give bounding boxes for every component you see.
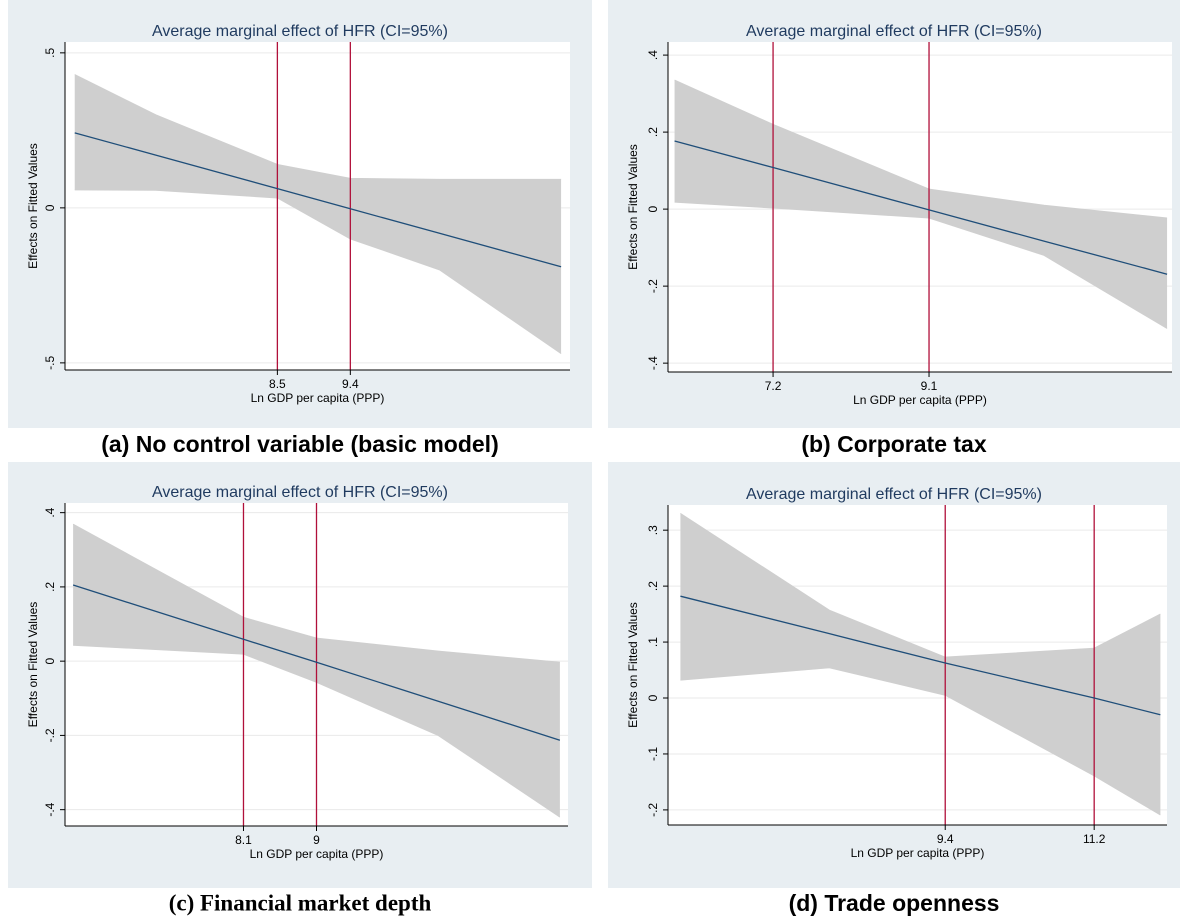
x-tick-label: 8.1 <box>235 833 252 847</box>
y-tick-label: .1 <box>646 637 660 647</box>
y-tick-label: .4 <box>43 507 57 517</box>
ci-band-fill <box>680 513 1161 815</box>
y-tick-label: -.5 <box>43 356 57 370</box>
chart-title: Average marginal effect of HFR (CI=95%) <box>152 484 448 501</box>
fitted-line <box>74 132 562 268</box>
caption: (d) Trade openness <box>789 890 1000 916</box>
fitted-line <box>680 595 1161 716</box>
y-tick-label: .3 <box>646 525 660 535</box>
y-axis-label: Effects on Fitted Values <box>26 143 40 269</box>
x-tick-label: 9.4 <box>342 377 359 391</box>
x-axis-label: Ln GDP per capita (PPP) <box>250 847 384 861</box>
chart-title: Average marginal effect of HFR (CI=95%) <box>152 23 448 40</box>
y-axis-label: Effects on Fitted Values <box>626 144 640 270</box>
x-tick-label: 9.4 <box>937 832 954 846</box>
ci-upper <box>74 74 562 180</box>
y-tick-label: -.2 <box>43 728 57 742</box>
ci-band-fill <box>74 74 562 354</box>
x-tick-label: 7.2 <box>765 379 782 393</box>
y-axis-label: Effects on Fitted Values <box>626 602 640 728</box>
caption: (c) Financial market depth <box>169 890 432 915</box>
fitted-line <box>72 584 561 741</box>
y-tick-label: -.1 <box>646 747 660 761</box>
y-tick-label: -.4 <box>43 802 57 816</box>
y-tick-label: .2 <box>646 581 660 591</box>
y-tick-label: -.2 <box>646 803 660 817</box>
y-tick-label: -.2 <box>646 279 660 293</box>
chart-title: Average marginal effect of HFR (CI=95%) <box>746 486 1042 503</box>
y-tick-label: -.4 <box>646 356 660 370</box>
y-tick-label: .5 <box>43 48 57 58</box>
fitted-line <box>674 140 1168 275</box>
y-tick-label: 0 <box>646 694 660 701</box>
x-tick-label: 11.2 <box>1083 832 1106 846</box>
ci-lower <box>74 189 562 354</box>
caption: (a) No control variable (basic model) <box>101 431 498 457</box>
y-tick-label: .2 <box>646 127 660 137</box>
x-axis-label: Ln GDP per capita (PPP) <box>853 393 987 407</box>
y-tick-label: 0 <box>43 204 57 211</box>
x-axis-label: Ln GDP per capita (PPP) <box>851 846 985 860</box>
y-tick-label: .2 <box>43 582 57 592</box>
y-tick-label: 0 <box>646 205 660 212</box>
caption: (b) Corporate tax <box>801 431 987 457</box>
y-tick-label: 0 <box>43 658 57 665</box>
chart-title: Average marginal effect of HFR (CI=95%) <box>746 23 1042 40</box>
x-tick-label: 9 <box>313 833 320 847</box>
ci-band-fill <box>674 80 1168 329</box>
x-axis-label: Ln GDP per capita (PPP) <box>251 391 385 405</box>
x-tick-label: 8.5 <box>269 377 286 391</box>
y-axis-label: Effects on Fitted Values <box>26 602 40 728</box>
y-tick-label: .4 <box>646 50 660 60</box>
x-tick-label: 9.1 <box>921 379 938 393</box>
